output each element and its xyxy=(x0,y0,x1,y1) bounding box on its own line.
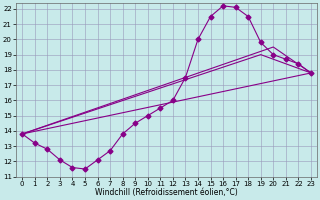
X-axis label: Windchill (Refroidissement éolien,°C): Windchill (Refroidissement éolien,°C) xyxy=(95,188,238,197)
